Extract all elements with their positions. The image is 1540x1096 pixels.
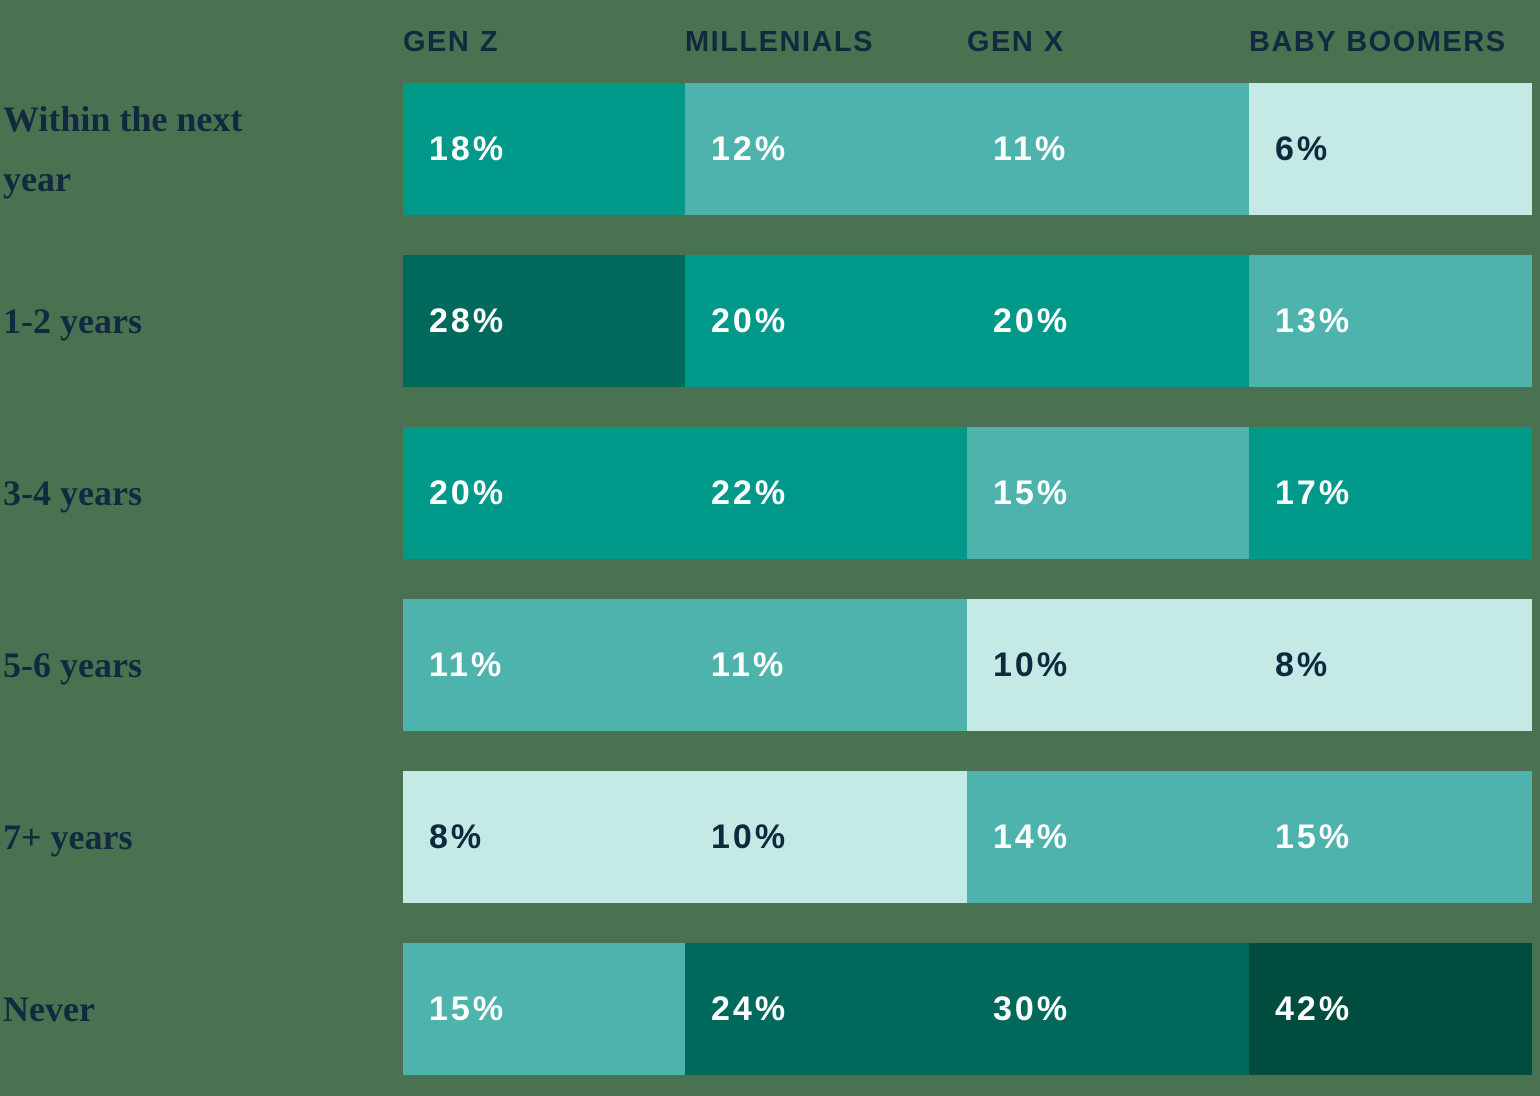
row-label-text: 1-2 years (3, 301, 142, 341)
table-cell: 30% (967, 943, 1249, 1075)
table-cell: 11% (967, 83, 1249, 215)
row-label-never: Never (0, 943, 403, 1075)
table-cell: 11% (403, 599, 685, 731)
column-header-gen-x: GEN X (967, 26, 1065, 58)
table-cell: 20% (967, 255, 1249, 387)
table-cell: 20% (685, 255, 967, 387)
column-header-baby-boomers: BABY BOOMERS (1249, 26, 1507, 58)
table-cell: 28% (403, 255, 685, 387)
table-cell: 10% (967, 599, 1249, 731)
table-cell: 8% (403, 771, 685, 903)
row-label-within-next-year: Within the next year (0, 83, 403, 215)
table-cell: 22% (685, 427, 967, 559)
table-cell: 12% (685, 83, 967, 215)
row-label-text: Within the next year (3, 99, 243, 199)
column-headers: GEN Z MILLENIALS GEN X BABY BOOMERS (403, 0, 1532, 58)
table-cell: 20% (403, 427, 685, 559)
row-label-3-4-years: 3-4 years (0, 427, 403, 559)
table-cell: 10% (685, 771, 967, 903)
table-cell: 24% (685, 943, 967, 1075)
table-cell: 6% (1249, 83, 1532, 215)
table-cell: 15% (967, 427, 1249, 559)
row-label-text: 3-4 years (3, 473, 142, 513)
table-cell: 8% (1249, 599, 1532, 731)
generation-timeline-table: Within the next year 18% 12% 11% 6% 1-2 … (0, 83, 1532, 1075)
column-header-gen-z: GEN Z (403, 26, 500, 58)
table-cell: 15% (1249, 771, 1532, 903)
row-label-5-6-years: 5-6 years (0, 599, 403, 731)
table-cell: 14% (967, 771, 1249, 903)
row-label-text: 5-6 years (3, 645, 142, 685)
row-label-text: 7+ years (3, 817, 133, 857)
table-cell: 17% (1249, 427, 1532, 559)
row-label-7-plus-years: 7+ years (0, 771, 403, 903)
table-cell: 18% (403, 83, 685, 215)
table-cell: 11% (685, 599, 967, 731)
row-label-text: Never (3, 989, 95, 1029)
row-label-1-2-years: 1-2 years (0, 255, 403, 387)
table-cell: 13% (1249, 255, 1532, 387)
table-cell: 42% (1249, 943, 1532, 1075)
column-header-millenials: MILLENIALS (685, 26, 874, 58)
table-cell: 15% (403, 943, 685, 1075)
